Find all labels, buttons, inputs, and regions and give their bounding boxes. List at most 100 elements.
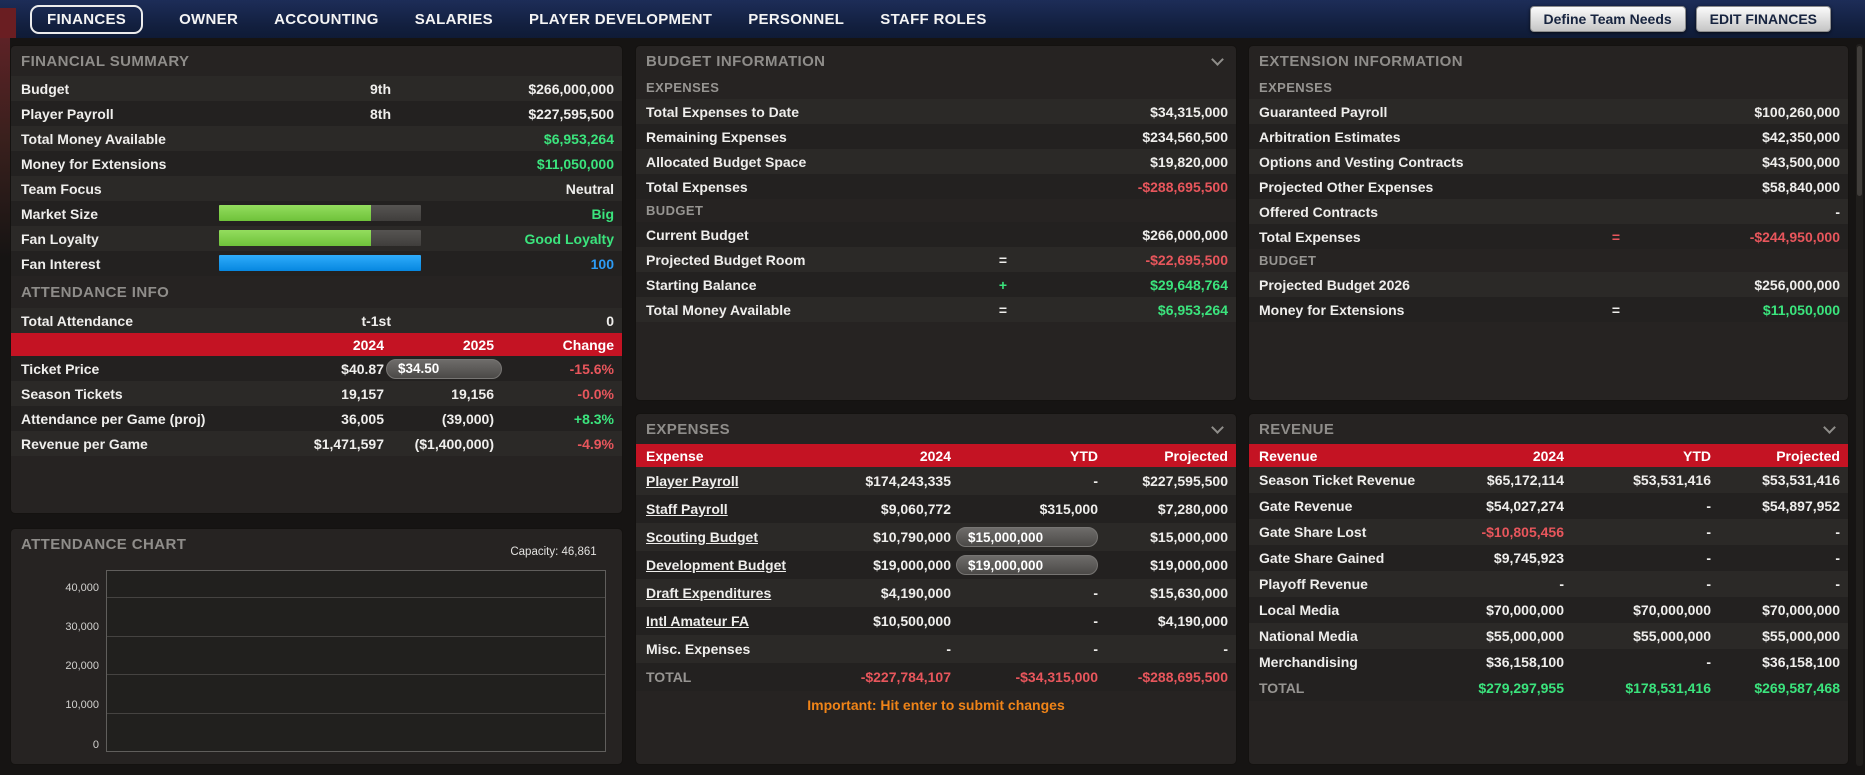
row-label: Market Size bbox=[21, 205, 99, 222]
row-label: TOTAL bbox=[646, 669, 692, 685]
value-2024: $9,745,923 bbox=[1493, 550, 1564, 566]
table-row: Total Expenses -$288,695,500 bbox=[636, 174, 1236, 199]
row-label: Playoff Revenue bbox=[1259, 576, 1368, 592]
col-ytd: YTD bbox=[1683, 447, 1711, 464]
row-value: - bbox=[1835, 203, 1840, 220]
value-change: -15.6% bbox=[569, 360, 614, 377]
col-ytd: YTD bbox=[1070, 447, 1098, 464]
row-value: $29,648,764 bbox=[1150, 276, 1228, 293]
table-row-season-ticket-revenue: Season Ticket Revenue $65,172,114 $53,53… bbox=[1249, 467, 1848, 493]
table-row-gate-revenue: Gate Revenue $54,027,274 - $54,897,952 bbox=[1249, 493, 1848, 519]
row-value: 0 bbox=[606, 312, 614, 329]
development-budget-input[interactable]: $19,000,000 bbox=[956, 555, 1098, 575]
row-rank: 8th bbox=[370, 105, 391, 122]
row-label: Total Expenses bbox=[1259, 228, 1361, 245]
row-label: Attendance per Game (proj) bbox=[21, 410, 206, 427]
gridline-30000 bbox=[107, 636, 605, 637]
row-label: Guaranteed Payroll bbox=[1259, 103, 1388, 120]
expenses-title: EXPENSES bbox=[636, 414, 1236, 444]
tab-owner[interactable]: OWNER bbox=[179, 10, 239, 28]
value-ytd: - bbox=[1706, 654, 1711, 670]
chevron-down-icon[interactable] bbox=[1211, 421, 1224, 434]
row-label: Money for Extensions bbox=[21, 155, 167, 172]
y-tick-40000: 40,000 bbox=[65, 582, 99, 594]
value-ytd: - bbox=[1706, 498, 1711, 514]
y-tick-20000: 20,000 bbox=[65, 660, 99, 672]
intl-amateur-fa-link[interactable]: Intl Amateur FA bbox=[646, 613, 749, 629]
value-projected: - bbox=[1835, 576, 1840, 592]
edit-finances-button[interactable]: EDIT FINANCES bbox=[1695, 6, 1831, 32]
panel-title-text: BUDGET INFORMATION bbox=[646, 52, 826, 70]
table-row-draft-expenditures: Draft Expenditures $4,190,000 - $15,630,… bbox=[636, 579, 1236, 607]
scouting-budget-link[interactable]: Scouting Budget bbox=[646, 529, 758, 545]
table-row: Starting Balance + $29,648,764 bbox=[636, 272, 1236, 297]
value-ytd: $178,531,416 bbox=[1625, 680, 1711, 696]
tab-salaries[interactable]: SALARIES bbox=[414, 10, 493, 28]
row-value: Big bbox=[591, 205, 614, 222]
col-change: Change bbox=[562, 336, 614, 353]
player-payroll-link[interactable]: Player Payroll bbox=[646, 473, 739, 489]
value-change: +8.3% bbox=[573, 410, 614, 427]
row-label: Merchandising bbox=[1259, 654, 1358, 670]
table-row: Current Budget $266,000,000 bbox=[636, 222, 1236, 247]
table-row-revenue-per-game: Revenue per Game $1,471,597 ($1,400,000)… bbox=[11, 431, 622, 456]
scouting-budget-input[interactable]: $15,000,000 bbox=[956, 527, 1098, 547]
scrollbar-thumb[interactable] bbox=[1857, 46, 1862, 196]
row-value: $11,050,000 bbox=[536, 155, 614, 172]
chevron-down-icon[interactable] bbox=[1211, 53, 1224, 66]
nav-actions: Define Team Needs EDIT FINANCES bbox=[1529, 6, 1831, 32]
table-row-fan-interest: Fan Interest 100 bbox=[11, 251, 622, 276]
tab-accounting[interactable]: ACCOUNTING bbox=[274, 10, 379, 28]
table-row-playoff-revenue: Playoff Revenue - - - bbox=[1249, 571, 1848, 597]
tab-staff-roles[interactable]: STAFF ROLES bbox=[880, 10, 987, 28]
panel-title-text: ATTENDANCE INFO bbox=[21, 283, 170, 301]
top-nav: FINANCES OWNER ACCOUNTING SALARIES PLAYE… bbox=[0, 0, 1865, 38]
value-2024: $1,471,597 bbox=[313, 435, 384, 452]
expenses-panel: EXPENSES Expense 2024 YTD Projected Play… bbox=[635, 413, 1237, 765]
vertical-scrollbar[interactable] bbox=[1856, 44, 1863, 766]
row-label: Total Expenses bbox=[646, 178, 748, 195]
table-row-staff-payroll: Staff Payroll $9,060,772 $315,000 $7,280… bbox=[636, 495, 1236, 523]
table-row-market-size: Market Size Big bbox=[11, 201, 622, 226]
value-2024: - bbox=[946, 641, 951, 657]
row-value: -$22,695,500 bbox=[1145, 251, 1228, 268]
col-2024: 2024 bbox=[352, 336, 384, 353]
ticket-price-input[interactable]: $34.50 bbox=[386, 358, 502, 379]
value-2024: $70,000,000 bbox=[1486, 602, 1564, 618]
tab-player-development[interactable]: PLAYER DEVELOPMENT bbox=[529, 10, 713, 28]
row-label: Revenue per Game bbox=[21, 435, 148, 452]
row-label: Starting Balance bbox=[646, 276, 757, 293]
row-label: Player Payroll bbox=[21, 105, 114, 122]
define-team-needs-button[interactable]: Define Team Needs bbox=[1529, 6, 1686, 32]
row-label: Gate Share Gained bbox=[1259, 550, 1385, 566]
value-projected: $269,587,468 bbox=[1754, 680, 1840, 696]
table-row: Remaining Expenses $234,560,500 bbox=[636, 124, 1236, 149]
attendance-chart-title: ATTENDANCE CHART bbox=[11, 529, 622, 559]
table-row-attendance-per-game: Attendance per Game (proj) 36,005 (39,00… bbox=[11, 406, 622, 431]
value-projected: $70,000,000 bbox=[1762, 602, 1840, 618]
panel-title-text: REVENUE bbox=[1259, 420, 1335, 438]
row-label: Local Media bbox=[1259, 602, 1340, 618]
tab-personnel[interactable]: PERSONNEL bbox=[748, 10, 845, 28]
row-value: $19,820,000 bbox=[1150, 153, 1228, 170]
y-tick-10000: 10,000 bbox=[65, 699, 99, 711]
row-value: $11,050,000 bbox=[1762, 301, 1840, 318]
market-size-bar-fill bbox=[219, 205, 371, 221]
staff-payroll-link[interactable]: Staff Payroll bbox=[646, 501, 728, 517]
attendance-info-title: ATTENDANCE INFO bbox=[11, 276, 622, 308]
chevron-down-icon[interactable] bbox=[1823, 421, 1836, 434]
development-budget-link[interactable]: Development Budget bbox=[646, 557, 787, 573]
table-row-total-attendance: Total Attendance t-1st 0 bbox=[11, 308, 622, 333]
draft-expenditures-link[interactable]: Draft Expenditures bbox=[646, 585, 772, 601]
value-projected: -$288,695,500 bbox=[1137, 669, 1228, 685]
tab-finances[interactable]: FINANCES bbox=[30, 4, 144, 34]
row-label: Season Ticket Revenue bbox=[1259, 472, 1416, 488]
table-row-ticket-price: Ticket Price $40.87 $34.50 -15.6% bbox=[11, 356, 622, 381]
table-row: Total Expenses to Date $34,315,000 bbox=[636, 99, 1236, 124]
table-row-misc-expenses: Misc. Expenses - - - bbox=[636, 635, 1236, 663]
value-2024: $10,790,000 bbox=[873, 529, 951, 545]
table-row-fan-loyalty: Fan Loyalty Good Loyalty bbox=[11, 226, 622, 251]
row-label: Misc. Expenses bbox=[646, 641, 751, 657]
value-2024: 36,005 bbox=[341, 410, 384, 427]
row-value: $256,000,000 bbox=[1754, 276, 1840, 293]
